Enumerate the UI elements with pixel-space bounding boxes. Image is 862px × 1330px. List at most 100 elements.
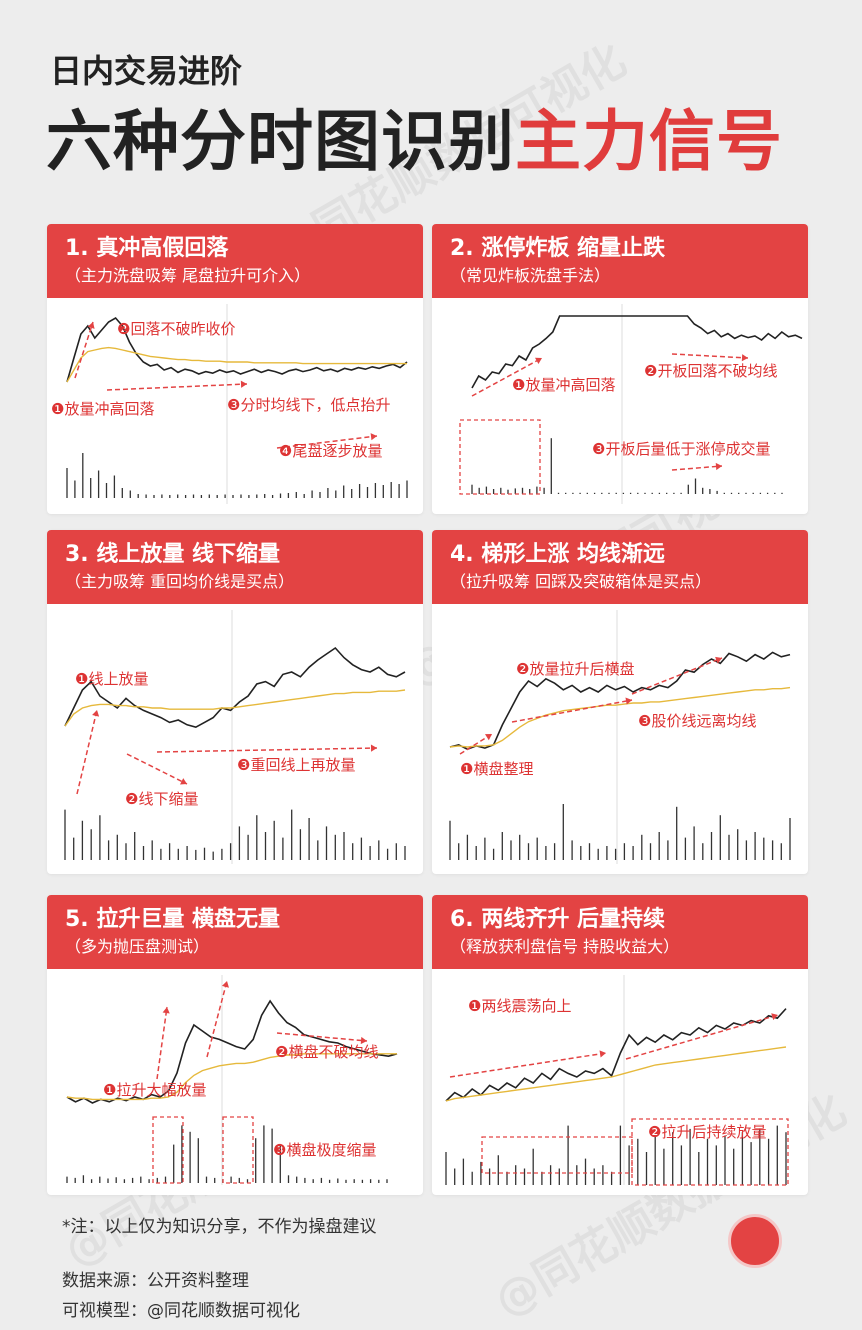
arrow-head-icon: [370, 433, 377, 441]
card-header: 2. 涨停炸板 缩量止跌 （常见炸板洗盘手法）: [432, 224, 808, 298]
chart-subtitle: （主力洗盘吸筹 尾盘拉升可介入）: [65, 266, 311, 285]
arrow-head-icon: [715, 462, 722, 471]
trend-arrow: [671, 465, 723, 471]
trend-arrow: [106, 383, 248, 391]
brand-logo-icon: [728, 1214, 782, 1268]
arrow-head-icon: [741, 354, 748, 362]
chart-title: 3. 线上放量 线下缩量: [65, 542, 280, 567]
footer-source: 数据来源：公开资料整理 可视模型：@同花顺数据可视化: [62, 1266, 300, 1326]
trend-arrow: [76, 709, 98, 795]
trend-arrow: [156, 1006, 168, 1080]
highlight-box: [631, 1118, 789, 1186]
arrow-head-icon: [715, 656, 722, 664]
trend-arrow: [511, 699, 633, 723]
chart-card-3: 3. 线上放量 线下缩量 （主力吸筹 重回均价线是买点） ❶线上放量 ❷线下缩量 ❸…: [47, 530, 423, 874]
annotation-label: ❸分时均线下，低点抬升: [227, 396, 390, 414]
chart-card-6: 6. 两线齐升 后量持续 （释放获利盘信号 持股收益大） ❶两线震荡向上 ❷拉升后…: [432, 895, 808, 1195]
price-line: [471, 315, 803, 389]
chart-2: ❶放量冲高回落 ❷开板回落不破均线 ❸开板后量低于涨停成交量: [459, 304, 803, 504]
annotation-label: ❷横盘不破均线: [275, 1043, 378, 1061]
trend-arrow: [449, 1052, 607, 1078]
annotation-label: ❶两线震荡向上: [468, 997, 571, 1015]
avg-line: [66, 1053, 397, 1101]
annotation-label: ❶拉升大幅放量: [103, 1081, 206, 1099]
chart-subtitle: （主力吸筹 重回均价线是买点）: [65, 572, 295, 591]
annotation-label: ❷放量拉升后横盘: [516, 660, 634, 678]
arrow-head-icon: [535, 357, 542, 365]
chart-title: 2. 涨停炸板 缩量止跌: [450, 236, 665, 261]
chart-title: 4. 梯形上涨 均线渐远: [450, 542, 665, 567]
chart-title: 1. 真冲高假回落: [65, 236, 229, 261]
header-subtitle: 日内交易进阶: [50, 52, 243, 90]
arrow-head-icon: [360, 1036, 367, 1045]
arrow-head-icon: [485, 734, 492, 741]
trend-arrow: [156, 747, 378, 753]
chart-4: ❶横盘整理 ❷放量拉升后横盘 ❸股价线远离均线: [449, 610, 791, 864]
trend-arrow: [276, 435, 378, 449]
chart-1: ❶放量冲高回落 ❷回落不破昨收价 ❸分时均线下，低点抬升 ❹尾盘逐步放量: [51, 304, 408, 504]
card-header: 5. 拉升巨量 横盘无量 （多为抛压盘测试）: [47, 895, 423, 969]
trend-arrow: [126, 753, 188, 785]
card-header: 4. 梯形上涨 均线渐远 （拉升吸筹 回踩及突破箱体是买点）: [432, 530, 808, 604]
avg-line: [66, 346, 407, 383]
chart-card-5: 5. 拉升巨量 横盘无量 （多为抛压盘测试） ❶拉升大幅放量 ❷横盘不破均线 ❸横盘…: [47, 895, 423, 1195]
trend-arrow: [631, 657, 723, 695]
chart-subtitle: （拉升吸筹 回踩及突破箱体是买点）: [450, 572, 712, 591]
annotation-label: ❹尾盘逐步放量: [279, 442, 382, 460]
highlight-box: [152, 1116, 184, 1184]
arrow-head-icon: [92, 710, 100, 717]
arrow-head-icon: [625, 697, 632, 705]
trend-arrow: [459, 733, 493, 755]
annotation-label: ❸股价线远离均线: [638, 712, 756, 730]
price-line: [66, 316, 408, 383]
highlight-box: [481, 1136, 633, 1174]
highlight-box: [222, 1116, 254, 1184]
arrow-head-icon: [240, 380, 247, 388]
trend-arrow: [671, 353, 749, 359]
annotation-label: ❷拉升后持续放量: [648, 1123, 766, 1141]
card-header: 3. 线上放量 线下缩量 （主力吸筹 重回均价线是买点）: [47, 530, 423, 604]
chart-card-1: 1. 真冲高假回落 （主力洗盘吸筹 尾盘拉升可介入） ❶放量冲高回落 ❷回落不破昨…: [47, 224, 423, 514]
annotation-label: ❸重回线上再放量: [237, 756, 355, 774]
annotation-label: ❸开板后量低于涨停成交量: [592, 440, 770, 458]
highlight-box: [459, 419, 541, 495]
chart-title: 6. 两线齐升 后量持续: [450, 907, 665, 932]
arrow-head-icon: [87, 322, 95, 329]
model-text: 可视模型：@同花顺数据可视化: [62, 1301, 300, 1321]
arrow-head-icon: [599, 1050, 606, 1058]
annotation-label: ❶放量冲高回落: [512, 376, 615, 394]
arrow-head-icon: [370, 744, 377, 752]
price-line: [445, 1008, 787, 1102]
trend-arrow: [74, 321, 94, 379]
avg-line: [449, 686, 791, 748]
avg-line: [445, 1046, 787, 1102]
price-line: [449, 651, 791, 751]
chart-card-4: 4. 梯形上涨 均线渐远 （拉升吸筹 回踩及突破箱体是买点） ❶横盘整理 ❷放量拉…: [432, 530, 808, 874]
annotation-label: ❷开板回落不破均线: [644, 362, 777, 380]
chart-6: ❶两线震荡向上 ❷拉升后持续放量: [445, 975, 789, 1186]
arrow-head-icon: [221, 981, 229, 988]
chart-subtitle: （释放获利盘信号 持股收益大）: [450, 937, 680, 956]
card-header: 6. 两线齐升 后量持续 （释放获利盘信号 持股收益大）: [432, 895, 808, 969]
chart-subtitle: （多为抛压盘测试）: [65, 937, 210, 956]
title-main: 六种分时图识别: [46, 103, 515, 180]
source-text: 数据来源：公开资料整理: [62, 1271, 249, 1291]
arrow-head-icon: [162, 1007, 170, 1014]
annotation-label: ❶横盘整理: [460, 760, 533, 778]
avg-line: [64, 689, 406, 727]
annotation-label: ❶线上放量: [75, 670, 148, 688]
annotation-label: ❷回落不破昨收价: [117, 320, 235, 338]
page-title: 六种分时图识别主力信号: [46, 88, 783, 184]
arrow-head-icon: [180, 778, 187, 785]
trend-arrow: [471, 357, 543, 397]
chart-title: 5. 拉升巨量 横盘无量: [65, 907, 280, 932]
trend-arrow: [206, 980, 228, 1058]
chart-3: ❶线上放量 ❷线下缩量 ❸重回线上再放量: [64, 610, 406, 864]
title-accent: 主力信号: [515, 103, 783, 180]
trend-arrow: [276, 1032, 368, 1042]
disclaimer-note: *注：以上仅为知识分享，不作为操盘建议: [62, 1217, 377, 1237]
chart-5: ❶拉升大幅放量 ❷横盘不破均线 ❸横盘极度缩量: [66, 975, 398, 1185]
annotation-label: ❶放量冲高回落: [51, 400, 154, 418]
chart-subtitle: （常见炸板洗盘手法）: [450, 266, 611, 285]
annotation-label: ❸横盘极度缩量: [273, 1141, 376, 1159]
